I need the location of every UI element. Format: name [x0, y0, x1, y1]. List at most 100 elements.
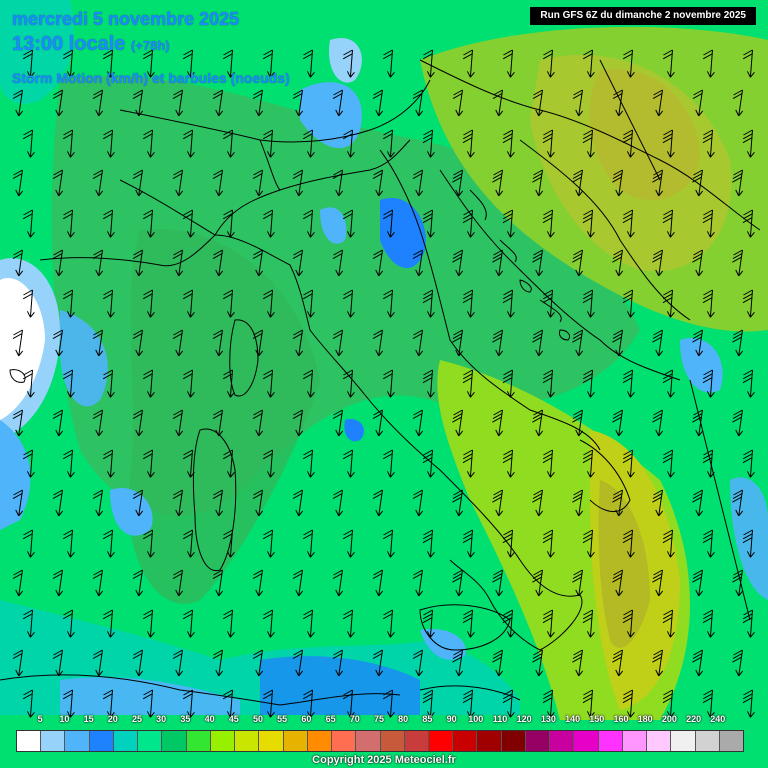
wind-barb [92, 569, 104, 597]
lead-time: (+78h) [130, 38, 170, 53]
wind-barb [702, 529, 715, 558]
wind-barb [212, 649, 224, 677]
wind-barb [12, 489, 24, 517]
wind-barb [742, 529, 755, 558]
wind-barb [732, 329, 744, 357]
wind-barb [692, 329, 704, 357]
legend-swatch [283, 731, 308, 751]
wind-barb [52, 489, 64, 517]
wind-barbs-layer [12, 49, 755, 718]
wind-barb [492, 249, 504, 277]
wind-barb [492, 329, 504, 357]
wind-barb [292, 249, 304, 277]
wind-barb [572, 89, 584, 117]
wind-barb [692, 89, 704, 117]
legend-label: 55 [277, 714, 288, 724]
wind-barb [182, 369, 195, 398]
wind-barb [212, 89, 224, 117]
wind-barb [492, 89, 504, 117]
wind-barb [532, 649, 544, 677]
wind-barb [452, 569, 464, 597]
wind-barb [132, 489, 144, 517]
wind-barb [102, 529, 115, 558]
wind-barb [52, 649, 64, 677]
wind-barb [462, 529, 475, 558]
wind-barb [622, 369, 635, 398]
wind-barb [532, 249, 544, 277]
legend-swatch [17, 731, 42, 751]
run-info-badge: Run GFS 6Z du dimanche 2 novembre 2025 [530, 7, 756, 25]
wind-barb [692, 569, 704, 597]
wind-barb [142, 209, 155, 238]
legend-label: 10 [59, 714, 70, 724]
wind-barb [412, 169, 424, 197]
wind-barb [92, 329, 104, 357]
wind-barb [412, 249, 424, 277]
wind-barb [532, 89, 544, 117]
wind-barb [612, 569, 624, 597]
wind-barb [142, 49, 155, 78]
legend-swatch [307, 731, 333, 751]
wind-barb [222, 449, 235, 478]
wind-barb [132, 329, 144, 357]
legend-label: 150 [589, 714, 605, 724]
wind-barb [732, 89, 744, 117]
legend-label: 60 [301, 714, 312, 724]
wind-barb [292, 89, 304, 117]
wind-barb [372, 649, 384, 677]
wind-barb [372, 169, 384, 197]
parameter-title: Storm Motion (km/h) et barbules (noeuds) [12, 70, 290, 86]
wind-barb [22, 289, 35, 318]
wind-barb [12, 649, 24, 677]
wind-barb [732, 409, 744, 437]
wind-barb [382, 609, 395, 638]
wind-barb [622, 209, 635, 238]
wind-barb [62, 209, 75, 238]
wind-barb [422, 289, 435, 318]
wind-barb [12, 409, 24, 437]
wind-barb [612, 89, 624, 117]
wind-barb [492, 649, 504, 677]
legend-swatch [380, 731, 405, 751]
wind-barb [422, 49, 435, 78]
wind-barb [92, 89, 104, 117]
wind-barb [452, 489, 464, 517]
legend-label: 160 [613, 714, 629, 724]
wind-barb [612, 329, 624, 357]
wind-barb [452, 169, 464, 197]
wind-barb [462, 449, 475, 478]
legend-label: 85 [422, 714, 433, 724]
wind-speed-field [0, 0, 768, 720]
legend-swatch [89, 731, 114, 751]
wind-barb [12, 329, 24, 357]
wind-barb [292, 489, 304, 517]
wind-barb [262, 49, 275, 78]
legend-label: 30 [156, 714, 167, 724]
wind-barb [702, 369, 715, 398]
wind-barb [502, 289, 515, 318]
wind-barb [52, 89, 64, 117]
wind-barb [92, 649, 104, 677]
wind-barb [342, 529, 355, 558]
legend-swatch [501, 731, 526, 751]
wind-barb [22, 609, 35, 638]
wind-barb [102, 609, 115, 638]
legend-label: 45 [228, 714, 239, 724]
wind-barb [292, 409, 304, 437]
legend-swatch [138, 731, 163, 751]
legend-label: 110 [492, 714, 508, 724]
wind-barb [252, 409, 264, 437]
wind-barb [742, 289, 755, 318]
wind-barb [412, 409, 424, 437]
wind-barb [652, 409, 664, 437]
wind-barb [412, 329, 424, 357]
wind-barb [302, 529, 315, 558]
legend-swatch [574, 731, 599, 751]
wind-barb [702, 609, 715, 638]
wind-barb [252, 249, 264, 277]
wind-barb [252, 329, 264, 357]
wind-barb [102, 369, 115, 398]
wind-barb [182, 129, 195, 158]
wind-barb [582, 369, 595, 398]
wind-barb [452, 89, 464, 117]
